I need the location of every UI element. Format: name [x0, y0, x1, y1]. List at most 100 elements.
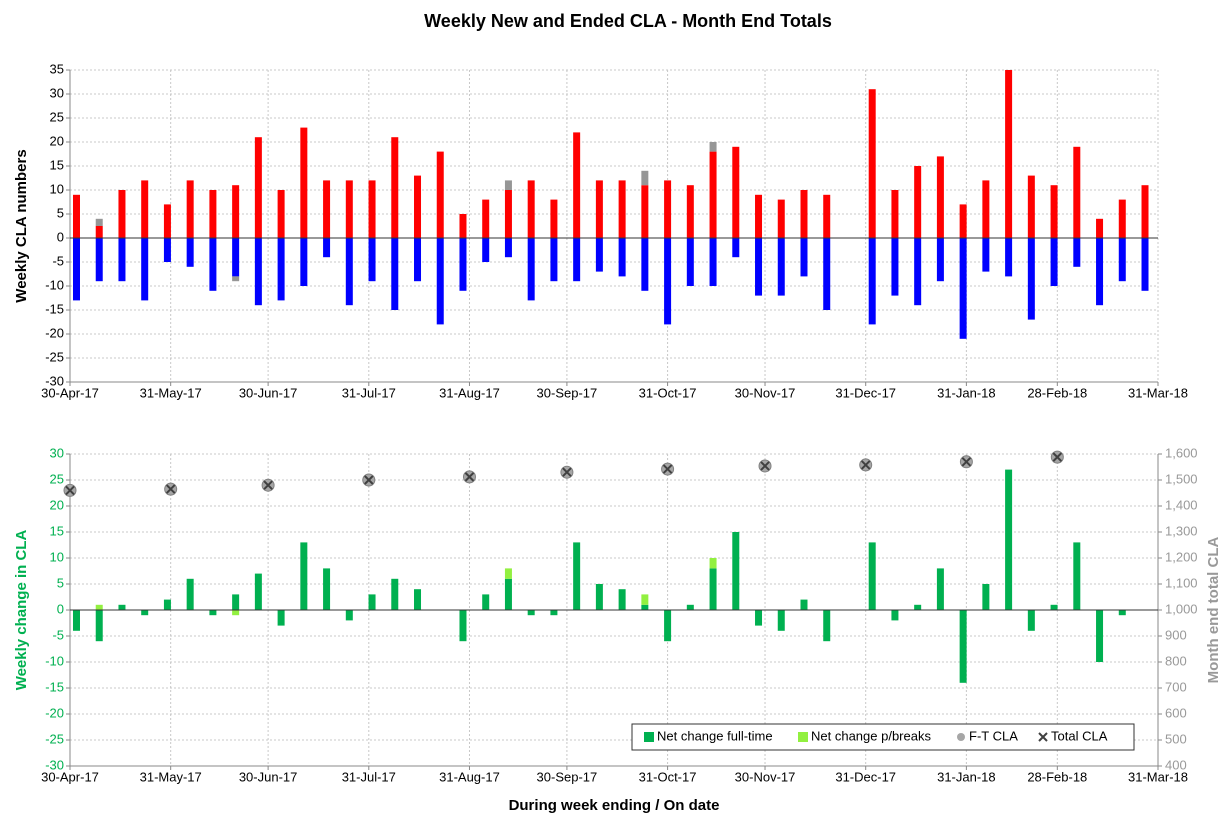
bar	[732, 146, 740, 238]
bar	[95, 610, 103, 642]
y-axis-label: Weekly CLA numbers	[13, 149, 30, 302]
legend-swatch	[798, 732, 808, 742]
y-tick-label: 5	[57, 205, 64, 220]
bar	[1141, 185, 1149, 238]
bar	[595, 180, 603, 238]
y2-tick-label: 1,200	[1165, 549, 1198, 564]
legend-swatch	[1038, 732, 1048, 742]
bar	[573, 542, 581, 610]
bar	[459, 610, 467, 642]
x-tick-label: 30-Jun-17	[239, 769, 298, 784]
bar	[254, 137, 262, 238]
y2-tick-label: 800	[1165, 653, 1187, 668]
point	[562, 467, 572, 477]
bar	[868, 238, 876, 325]
bar	[414, 589, 422, 610]
y-tick-label: 0	[57, 601, 64, 616]
y-tick-label: 35	[50, 61, 64, 76]
bar	[459, 238, 467, 291]
bar	[755, 238, 763, 296]
bar	[232, 185, 240, 238]
legend-label: Net change full-time	[657, 728, 773, 743]
bar	[414, 175, 422, 238]
bar	[323, 180, 331, 238]
bar	[209, 190, 217, 238]
bar	[664, 610, 672, 642]
x-tick-label: 31-Jul-17	[342, 769, 396, 784]
bar	[277, 610, 285, 626]
bar	[1118, 199, 1126, 238]
y2-axis-label: Month end total CLA	[1205, 537, 1222, 684]
bar	[777, 199, 785, 238]
x-tick-label: 31-Dec-17	[835, 385, 896, 400]
y-tick-label: -15	[45, 301, 64, 316]
y-tick-label: 10	[50, 181, 64, 196]
bar	[618, 180, 626, 238]
y-tick-label: -10	[45, 277, 64, 292]
y-tick-label: 15	[50, 157, 64, 172]
bar	[1073, 542, 1081, 610]
bar	[163, 204, 171, 238]
legend-box	[631, 723, 1135, 751]
y-tick-label: 20	[50, 497, 64, 512]
x-tick-label: 31-Jan-18	[937, 385, 996, 400]
y2-tick-label: 600	[1165, 705, 1187, 720]
bar	[95, 604, 103, 610]
x-tick-label: 28-Feb-18	[1027, 769, 1087, 784]
bar	[709, 151, 717, 238]
bar	[777, 610, 785, 631]
bar	[1118, 238, 1126, 282]
y2-tick-label: 900	[1165, 627, 1187, 642]
bar	[254, 238, 262, 306]
bar	[345, 610, 353, 621]
bar	[1050, 604, 1058, 610]
bar	[163, 599, 171, 610]
bar	[209, 610, 217, 616]
bar	[823, 610, 831, 642]
bar	[1050, 238, 1058, 286]
bar	[504, 180, 512, 190]
x-tick-label: 28-Feb-18	[1027, 385, 1087, 400]
y2-tick-label: 1,300	[1165, 523, 1198, 538]
y-tick-label: -30	[45, 373, 64, 388]
x-tick-label: 31-May-17	[140, 769, 202, 784]
bar	[959, 610, 967, 683]
legend-label: F-T CLA	[969, 728, 1018, 743]
bar	[504, 190, 512, 238]
point	[1052, 452, 1063, 462]
bar	[368, 594, 376, 610]
bar	[232, 610, 240, 616]
bar	[618, 238, 626, 277]
bar	[800, 238, 808, 277]
y-tick-label: -5	[52, 627, 64, 642]
point	[65, 485, 75, 496]
x-tick-label: 31-Mar-18	[1128, 385, 1188, 400]
bar	[118, 238, 126, 282]
bar	[1005, 70, 1013, 238]
y2-tick-label: 400	[1165, 757, 1187, 772]
bar	[436, 151, 444, 238]
y-tick-label: -25	[45, 349, 64, 364]
y2-tick-label: 1,400	[1165, 497, 1198, 512]
x-tick-label: 30-Nov-17	[735, 385, 796, 400]
bar	[800, 599, 808, 610]
x-tick-label: 30-Nov-17	[735, 769, 796, 784]
bar	[1027, 610, 1035, 631]
bar	[959, 204, 967, 238]
bar	[232, 238, 240, 277]
bar	[936, 568, 944, 610]
bar	[755, 610, 763, 626]
bar	[72, 610, 80, 631]
legend-swatch	[644, 732, 654, 742]
bar	[891, 238, 899, 296]
bar	[186, 578, 194, 610]
bar	[573, 238, 581, 282]
x-tick-label: 31-Dec-17	[835, 769, 896, 784]
bar	[709, 558, 717, 569]
x-tick-label: 30-Sep-17	[537, 769, 598, 784]
bar	[1096, 238, 1104, 306]
y2-tick-label: 1,600	[1165, 445, 1198, 460]
x-tick-label: 31-Jan-18	[937, 769, 996, 784]
y2-tick-label: 1,000	[1165, 601, 1198, 616]
